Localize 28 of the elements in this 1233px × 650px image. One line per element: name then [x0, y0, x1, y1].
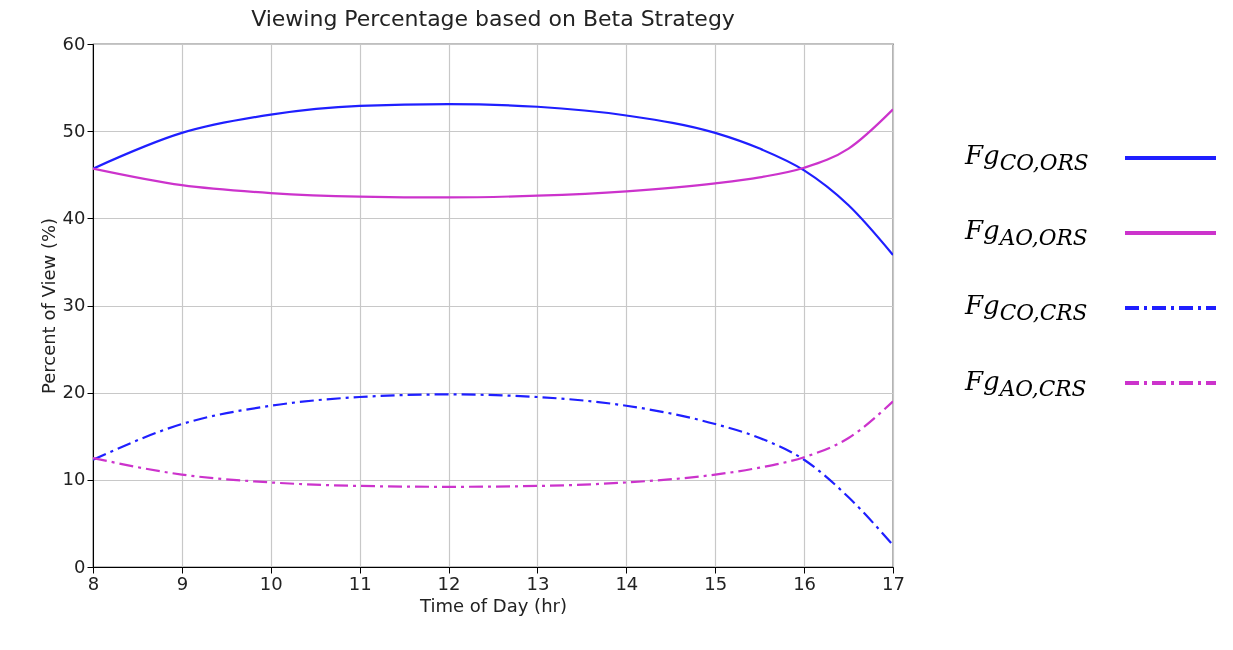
line-series [93, 393, 893, 547]
y-tick-label: 10 [62, 468, 86, 490]
x-tick-label: 10 [259, 572, 283, 594]
legend-label: Fg$_{AO,CRS}$ [965, 365, 1088, 401]
line-series [93, 103, 893, 257]
x-tick-label: 11 [348, 572, 372, 594]
legend-label: Fg$_{AO,ORS}$ [965, 215, 1089, 251]
x-tick-label: 8 [87, 572, 100, 594]
legend-label: Fg$_{CO,CRS}$ [965, 290, 1089, 326]
y-tick-label: 30 [62, 294, 86, 315]
x-tick-label: 17 [882, 572, 905, 594]
y-tick-label: 50 [62, 119, 86, 141]
x-axis-title: Time of Day (hr) [419, 594, 567, 616]
y-tick-label: 20 [62, 381, 86, 403]
x-tick-label: 9 [176, 572, 189, 594]
y-tick-label: 60 [62, 32, 86, 54]
line-series [93, 108, 893, 199]
line-series [93, 400, 893, 488]
x-tick-label: 13 [526, 572, 550, 594]
x-tick-label: 16 [793, 572, 817, 594]
y-tick-label: 40 [62, 206, 86, 228]
y-axis-title: Percent of View (%) [37, 217, 59, 395]
legend-label: Fg$_{CO,ORS}$ [965, 140, 1090, 176]
x-tick-label: 14 [615, 572, 639, 594]
chart-title: Viewing Percentage based on Beta Strategy [251, 6, 735, 31]
y-tick-label: 0 [74, 555, 86, 577]
x-tick-label: 12 [437, 572, 461, 594]
x-tick-label: 15 [704, 572, 728, 594]
